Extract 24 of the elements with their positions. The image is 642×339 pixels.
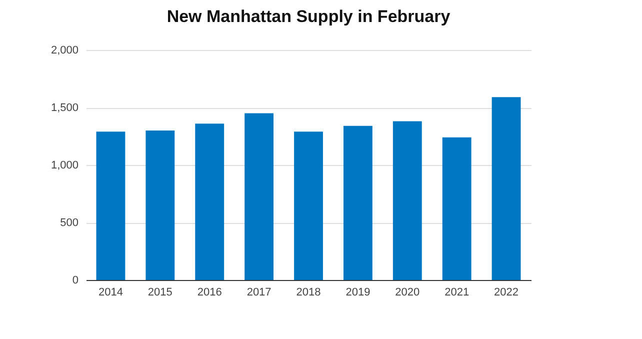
x-tick-label: 2020 [395,286,420,298]
y-tick-label: 1,500 [50,102,78,114]
bar [343,126,372,280]
y-tick-label: 1,000 [50,160,78,172]
y-tick-label: 0 [72,274,78,286]
x-tick-label: 2015 [148,286,172,298]
bar [146,130,175,280]
bar [492,97,521,280]
chart-title: New Manhattan Supply in February [166,7,451,26]
bar [195,124,224,280]
bar [392,121,422,280]
x-tick-label: 2014 [98,286,123,298]
x-tick-label: 2022 [494,286,519,298]
x-tick-label: 2018 [296,286,321,298]
x-tick-label: 2021 [444,286,470,298]
y-tick-label: 2,000 [50,44,78,56]
bar [96,132,126,280]
x-tick-label: 2016 [197,286,222,298]
bar [244,113,274,280]
x-tick-label: 2017 [246,286,272,298]
x-tick-label: 2019 [346,286,370,298]
bar [442,137,472,280]
bar [294,132,323,280]
y-tick-label: 500 [60,217,78,229]
